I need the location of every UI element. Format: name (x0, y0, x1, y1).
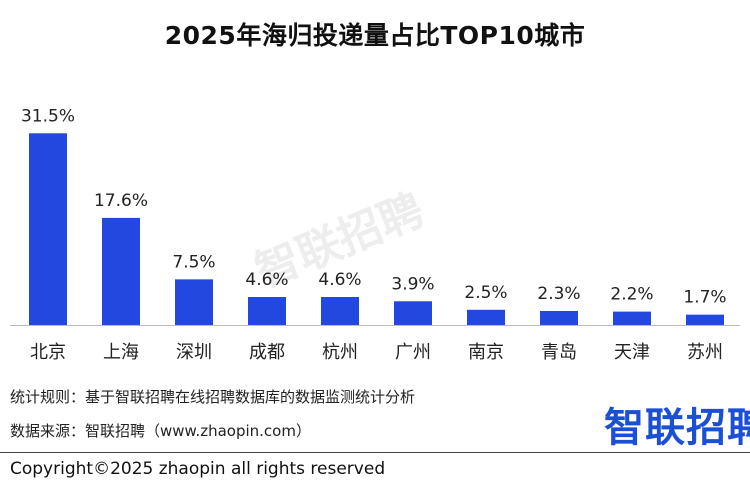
x-tick-label-8: 青岛 (541, 342, 577, 363)
data-label-5: 4.6% (318, 270, 361, 290)
bar-8 (540, 311, 578, 325)
copyright-text: Copyright©2025 zhaopin all rights reserv… (10, 459, 386, 479)
x-tick-label-5: 杭州 (322, 342, 358, 363)
bar-chart: 31.5% 北京 17.6% 上海 7.5% 深圳 4.6% 成都 4.6% 杭州 3.9% 广州 2.… (10, 106, 740, 363)
data-source-note: 数据来源：智联招聘（www.zhaopin.com） (10, 422, 311, 440)
x-tick-label-4: 成都 (249, 342, 285, 363)
bar-5 (321, 297, 359, 325)
x-tick-label-2: 上海 (103, 342, 139, 363)
data-label-6: 3.9% (391, 274, 434, 294)
bar-10 (686, 314, 724, 325)
data-label-1: 31.5% (21, 106, 75, 126)
zhaopin-logo: 智联招聘 (604, 405, 750, 451)
methodology-note: 统计规则：基于智联招聘在线招聘数据库的数据监测统计分析 (10, 388, 416, 406)
data-label-7: 2.5% (464, 283, 507, 303)
chart-title: 2025年海归投递量占比TOP10城市 (164, 21, 586, 50)
bar-4 (248, 297, 286, 325)
x-tick-label-9: 天津 (614, 342, 650, 363)
x-tick-label-10: 苏州 (687, 342, 723, 363)
bar-2 (102, 217, 140, 325)
data-label-8: 2.3% (537, 284, 580, 304)
bar-7 (467, 309, 505, 325)
data-label-9: 2.2% (610, 285, 653, 305)
bar-6 (394, 301, 432, 325)
bar-1 (29, 133, 67, 325)
x-tick-label-7: 南京 (468, 342, 504, 363)
bar-3 (175, 279, 213, 325)
x-tick-label-3: 深圳 (176, 342, 212, 363)
x-tick-label-6: 广州 (395, 342, 431, 363)
bar-9 (613, 311, 651, 325)
x-tick-label-1: 北京 (30, 342, 66, 363)
data-label-4: 4.6% (245, 270, 288, 290)
footer-divider (0, 452, 750, 453)
data-label-2: 17.6% (94, 191, 148, 211)
data-label-10: 1.7% (683, 288, 726, 308)
data-label-3: 7.5% (172, 252, 215, 272)
